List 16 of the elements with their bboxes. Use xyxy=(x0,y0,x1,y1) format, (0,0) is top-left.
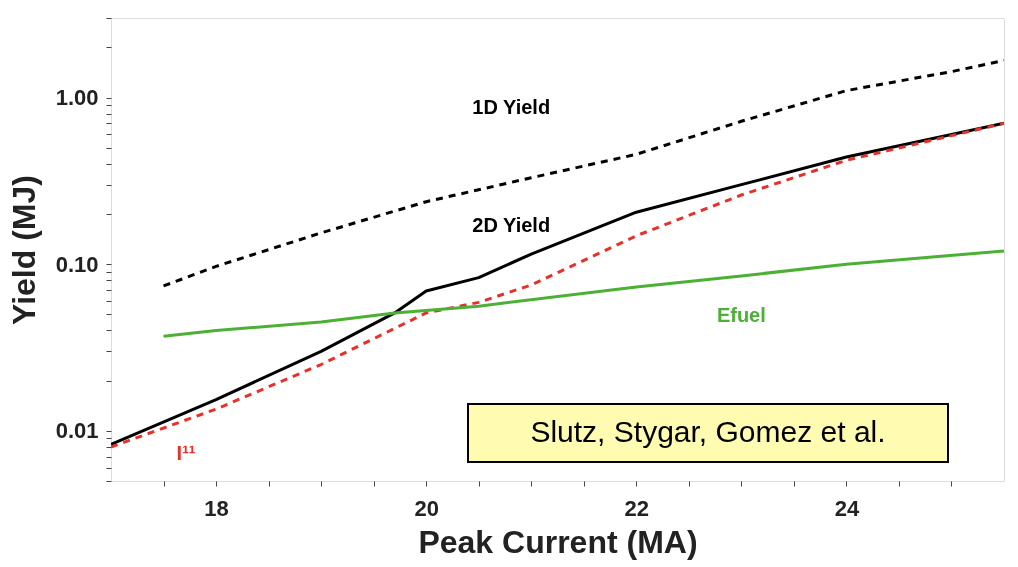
x-tick-label: 22 xyxy=(624,495,650,521)
x-tick-label: 24 xyxy=(834,495,860,521)
annotation: Slutz, Stygar, Gomez et al. xyxy=(530,415,886,448)
series-label: 2D Yield xyxy=(472,214,551,237)
y-tick-label: 0.10 xyxy=(55,251,99,277)
x-axis-title: Peak Current (MA) xyxy=(418,523,698,560)
y-tick-label: 0.01 xyxy=(55,418,99,444)
y-tick-label: 1.00 xyxy=(55,85,99,111)
text: 1D Yield xyxy=(472,95,551,118)
x-tick-label: 18 xyxy=(204,495,229,521)
series-label: I¹¹ xyxy=(176,442,196,465)
x-tick-label: 20 xyxy=(414,495,439,521)
y-axis-title: Yield (MJ) xyxy=(5,175,42,325)
line-series xyxy=(162,58,1004,288)
line-series xyxy=(162,249,1004,338)
series-label: Efuel xyxy=(716,303,766,326)
